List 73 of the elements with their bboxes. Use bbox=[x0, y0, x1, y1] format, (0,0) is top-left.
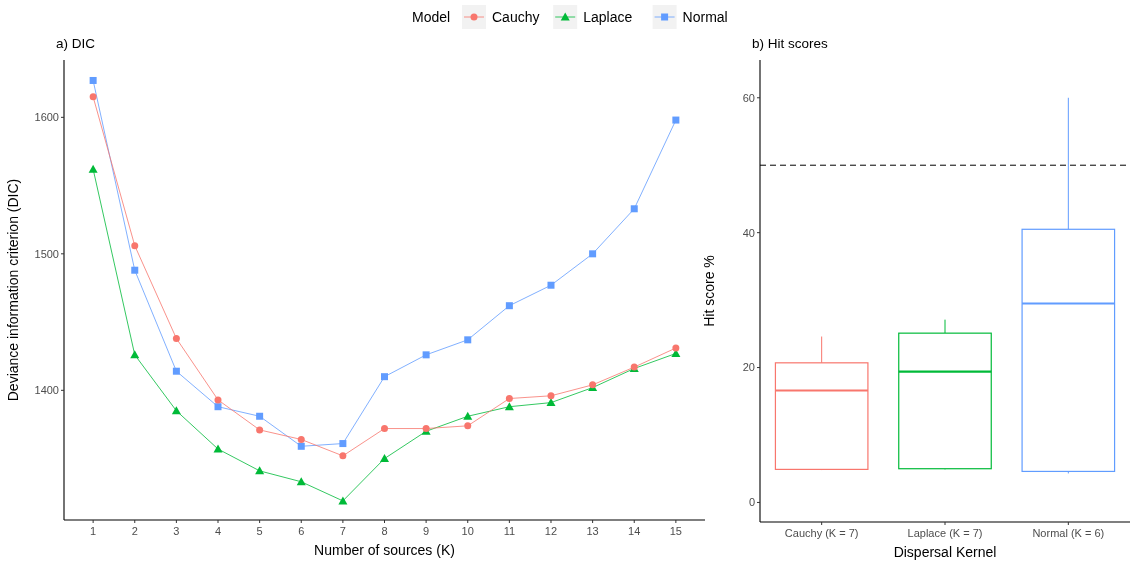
x-tick-label: Laplace (K = 7) bbox=[907, 527, 983, 539]
point bbox=[464, 336, 472, 344]
x-tick-label: 9 bbox=[423, 525, 430, 537]
point bbox=[546, 398, 556, 407]
chart-title: b) Hit scores bbox=[752, 36, 829, 51]
point bbox=[171, 406, 181, 415]
y-axis-title: Deviance information criterion (DIC) bbox=[5, 178, 21, 402]
x-tick-label: 4 bbox=[214, 525, 222, 537]
x-tick-label: 11 bbox=[503, 525, 516, 537]
point bbox=[89, 93, 97, 101]
point bbox=[130, 350, 140, 359]
point bbox=[339, 452, 347, 460]
point bbox=[381, 425, 388, 433]
x-tick-label: 12 bbox=[544, 525, 558, 537]
x-tick-label: 2 bbox=[131, 525, 138, 537]
point bbox=[547, 392, 555, 400]
legend-label: Normal bbox=[682, 8, 728, 25]
y-tick-label: 60 bbox=[742, 91, 755, 104]
x-tick-label: 15 bbox=[669, 525, 682, 537]
x-tick-label: 8 bbox=[381, 525, 388, 537]
point bbox=[505, 302, 513, 310]
point bbox=[89, 76, 97, 84]
y-tick-label: 1500 bbox=[34, 247, 59, 260]
point bbox=[672, 344, 680, 352]
point bbox=[214, 403, 222, 411]
legend-label: Cauchy bbox=[492, 8, 540, 25]
point bbox=[172, 367, 180, 375]
chart-title: a) DIC bbox=[56, 36, 96, 51]
point bbox=[505, 395, 513, 403]
point bbox=[214, 396, 222, 404]
point bbox=[547, 281, 555, 289]
point bbox=[297, 435, 305, 443]
x-tick-label: 7 bbox=[339, 525, 346, 537]
point bbox=[504, 402, 514, 411]
point bbox=[589, 250, 597, 258]
point bbox=[380, 454, 389, 463]
point bbox=[464, 422, 472, 430]
point bbox=[296, 477, 306, 486]
point bbox=[338, 496, 348, 505]
point bbox=[131, 266, 139, 274]
point bbox=[381, 373, 388, 381]
y-tick-label: 20 bbox=[742, 361, 755, 374]
x-tick-label: Normal (K = 6) bbox=[1032, 527, 1105, 539]
point bbox=[339, 440, 347, 448]
point bbox=[630, 205, 638, 213]
x-tick-label: 6 bbox=[298, 525, 305, 537]
x-axis-title: Number of sources (K) bbox=[314, 542, 455, 558]
point bbox=[297, 442, 305, 450]
x-tick-label: 10 bbox=[461, 525, 474, 537]
legend-title: Model bbox=[412, 8, 451, 25]
point bbox=[131, 242, 139, 250]
point bbox=[172, 334, 180, 342]
point bbox=[672, 116, 680, 124]
y-tick-label: 1400 bbox=[34, 384, 59, 397]
point bbox=[422, 351, 430, 359]
point bbox=[256, 426, 264, 434]
x-tick-label: 1 bbox=[90, 525, 97, 537]
point bbox=[256, 412, 264, 420]
point bbox=[463, 411, 473, 420]
legend-label: Laplace bbox=[583, 8, 633, 25]
point bbox=[213, 444, 223, 453]
x-tick-label: 3 bbox=[173, 525, 180, 537]
point bbox=[88, 164, 98, 173]
x-tick-label: Cauchy (K = 7) bbox=[784, 527, 859, 539]
x-tick-label: 5 bbox=[256, 525, 263, 537]
y-tick-label: 0 bbox=[748, 496, 755, 509]
y-axis-title: Hit score % bbox=[701, 255, 717, 327]
x-tick-label: 14 bbox=[628, 525, 641, 537]
x-axis-title: Dispersal Kernel bbox=[893, 544, 997, 560]
y-tick-label: 40 bbox=[742, 226, 755, 239]
x-tick-label: 13 bbox=[586, 525, 599, 537]
point bbox=[255, 466, 265, 475]
y-tick-label: 1600 bbox=[34, 111, 59, 124]
